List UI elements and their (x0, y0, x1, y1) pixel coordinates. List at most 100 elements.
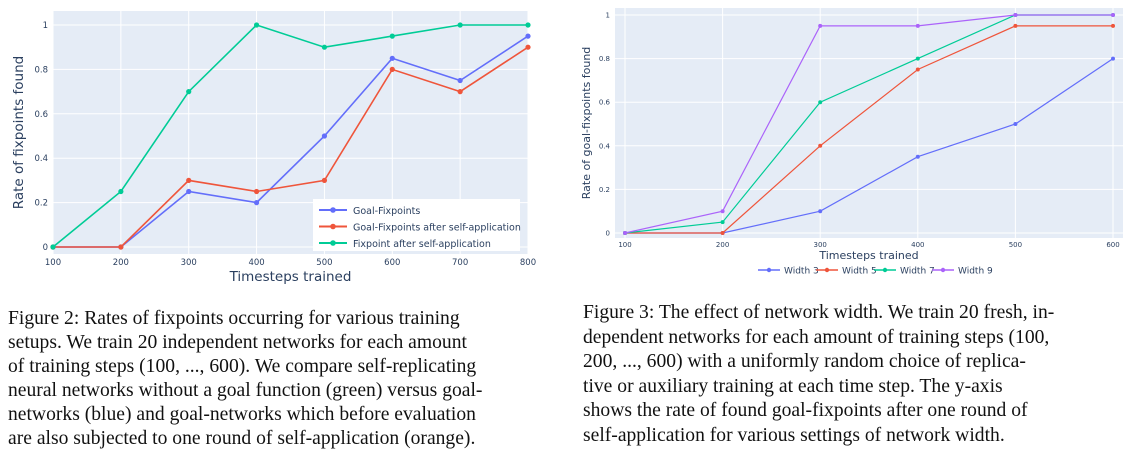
figure-2-caption: Figure 2: Rates of fixpoints occurring f… (8, 307, 524, 452)
data-point (1111, 56, 1115, 61)
legend-box (313, 199, 520, 251)
figure-3-caption: Figure 3: The effect of network width. W… (583, 301, 1101, 449)
data-point (818, 143, 823, 148)
data-point (525, 33, 531, 39)
y-tick-label: 0.6 (34, 110, 48, 120)
y-tick-label: 0.6 (599, 99, 611, 107)
data-point (389, 66, 395, 72)
x-tick-label: 800 (520, 258, 536, 268)
y-tick-label: 0.4 (599, 142, 611, 150)
x-tick-label: 300 (181, 258, 197, 268)
network-width-chart: 100 200 300 400 500 600 0 0.2 0.4 0.6 0.8 1 Timestep… (575, 0, 1133, 300)
caption-line: shows the rate of found goal-fixpoints a… (583, 400, 1028, 422)
data-point (525, 44, 531, 50)
caption-line: Figure 3: The effect of network width. W… (583, 302, 1055, 323)
x-tick-label: 500 (316, 258, 332, 268)
data-point (915, 23, 920, 28)
data-point (818, 209, 823, 214)
x-axis-title: Timesteps trained (229, 269, 352, 285)
y-tick-label: 0.2 (599, 186, 610, 194)
caption-line: setups. We train 20 independent networks… (8, 332, 467, 354)
x-tick-label: 300 (814, 241, 827, 249)
caption-line: of training steps (100, ..., 600). We co… (8, 356, 477, 378)
data-point (321, 177, 328, 183)
y-tick-label: 0 (606, 229, 610, 237)
legend-marker (824, 267, 830, 273)
data-point (1111, 23, 1115, 28)
caption-line: Figure 2: Rates of fixpoints occurring f… (8, 308, 460, 329)
data-point (253, 200, 260, 206)
x-axis-title: Timesteps trained (818, 249, 918, 262)
data-point (50, 244, 56, 250)
legend-marker (882, 267, 888, 273)
caption-line: are also subjected to one round of self-… (8, 428, 476, 450)
data-point (253, 188, 260, 195)
series-line-2 (53, 46, 529, 248)
data-point (1013, 122, 1018, 126)
y-tick-label: 0.4 (34, 154, 48, 164)
legend-marker (330, 240, 336, 246)
data-point (623, 231, 627, 235)
x-tick-label: 200 (716, 241, 729, 249)
x-tick-label: 200 (113, 258, 129, 268)
data-point (915, 154, 920, 159)
data-point (915, 56, 920, 61)
caption-line: 200, ..., 600) with a uniformly random c… (583, 351, 1026, 373)
data-point (186, 89, 192, 95)
y-tick-label: 0.8 (599, 55, 610, 63)
legend-label: Width 5 (842, 267, 877, 277)
data-point (720, 209, 725, 214)
x-tick-label: 100 (618, 241, 631, 249)
legend-label: Width 9 (958, 267, 993, 277)
data-point (1013, 23, 1018, 28)
y-tick-label: 1 (606, 11, 610, 19)
x-tick-label: 600 (384, 258, 400, 268)
caption-line: tive or auxiliary training at each time … (583, 375, 1003, 397)
series-line-3 (52, 24, 528, 248)
data-point (720, 220, 725, 225)
data-point (457, 77, 463, 84)
data-point (186, 177, 192, 183)
x-tick-label: 400 (248, 258, 264, 268)
data-point (321, 44, 328, 50)
fixpoint-rate-chart: 100 200 300 400 500 600 700 800 0 0.2 0.4 0.6 0.8 1 Ti… (0, 0, 545, 300)
data-point (457, 89, 463, 95)
data-point (915, 67, 920, 72)
legend-label: Width 3 (784, 267, 819, 277)
data-point (818, 100, 823, 105)
x-tick-label: 100 (45, 258, 61, 268)
series-line-1 (53, 35, 529, 248)
x-tick-label: 700 (452, 258, 468, 268)
data-point (720, 231, 725, 235)
data-point (389, 33, 395, 39)
legend-label: Goal-Fixpoints (353, 206, 420, 217)
y-axis-title: Rate of fixpoints found (11, 56, 27, 210)
x-tick-label: 500 (1009, 241, 1022, 249)
data-point (818, 23, 823, 28)
legend-label: Fixpoint after self-application (353, 239, 491, 250)
y-tick-label: 0.8 (34, 65, 48, 75)
caption-line: networks (blue) and goal-networks which … (8, 404, 476, 426)
caption-line: neural networks without a goal function … (8, 380, 483, 402)
data-point (389, 55, 395, 61)
legend-marker (330, 223, 336, 230)
x-tick-label: 400 (911, 241, 924, 249)
data-point (1013, 13, 1018, 17)
y-tick-label: 0 (43, 243, 48, 253)
data-point (321, 133, 328, 139)
legend-marker (940, 267, 946, 273)
legend-label: Goal-Fixpoints after self-application (353, 223, 521, 234)
legend-label: Width 7 (900, 267, 935, 277)
y-tick-label: 0.2 (34, 199, 48, 209)
data-point (253, 22, 260, 28)
legend-marker (330, 207, 336, 213)
data-point (118, 244, 124, 250)
data-point (457, 22, 463, 28)
legend-marker (766, 267, 772, 273)
data-point (118, 188, 124, 195)
x-tick-label: 600 (1106, 241, 1119, 249)
y-axis-title: Rate of goal-fixpoints found (580, 47, 593, 200)
series-line-4 (624, 14, 1113, 234)
caption-line: dependent networks for each amount of tr… (583, 326, 1050, 348)
data-point (525, 22, 531, 28)
